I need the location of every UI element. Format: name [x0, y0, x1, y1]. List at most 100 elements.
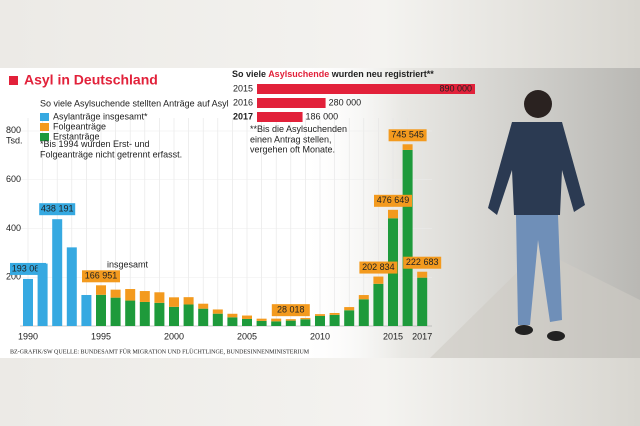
bar — [257, 112, 303, 122]
bar-segment — [373, 276, 384, 284]
total-label-box — [82, 270, 120, 283]
bar-segment — [271, 321, 282, 326]
x-tick-label: 1995 — [91, 331, 111, 341]
legend-swatch — [40, 133, 49, 141]
x-tick-label: 2010 — [310, 331, 330, 341]
bar-segment — [271, 318, 282, 322]
total-label-box — [271, 304, 310, 317]
bar-segment — [344, 310, 355, 326]
bar-segment — [139, 301, 150, 326]
y-tick-label: 200 — [6, 272, 21, 282]
bar-category: 2015 — [233, 83, 253, 93]
bar-segment — [81, 294, 92, 326]
total-label: 166 951 — [85, 271, 118, 281]
bar — [257, 84, 475, 94]
bar-segment — [285, 320, 296, 326]
bar-segment — [96, 285, 106, 295]
bar-segment — [227, 317, 238, 326]
x-tick-label: 2000 — [164, 331, 184, 341]
bar-segment — [96, 294, 106, 326]
bar-segment — [212, 313, 223, 326]
bar-segment — [315, 314, 325, 316]
chart-title: So viele Asylsuchende wurden neu registr… — [232, 69, 434, 79]
legend-swatch — [40, 113, 49, 121]
blurred-background — [0, 0, 640, 68]
y-tick-label: 800 Tsd. — [6, 125, 23, 145]
bar-segment — [329, 312, 340, 315]
legend-swatch — [40, 123, 49, 131]
title-part: Asylsuchende — [268, 69, 329, 79]
bar-segment — [198, 308, 209, 326]
value-label: 890 000 — [439, 83, 472, 93]
bar-segment — [242, 315, 252, 319]
bar-segment — [110, 297, 121, 326]
total-label-box — [388, 129, 427, 142]
bar-category: 2017 — [233, 111, 253, 121]
bar-segment — [154, 292, 165, 303]
bar-segment — [358, 295, 369, 300]
total-label: 222 683 — [406, 257, 439, 267]
bar-segment — [300, 317, 311, 320]
total-label-box — [359, 261, 398, 274]
bar-segment — [242, 318, 252, 326]
legend-label: Folgeanträge — [53, 121, 106, 131]
total-label: 745 545 — [391, 130, 424, 140]
source: BZ-GRAFIK/SW QUELLE: BUNDESAMT FÜR MIGRA… — [10, 348, 310, 355]
bar-segment — [344, 307, 355, 311]
bar-segment — [66, 247, 77, 326]
x-tick-label: 1990 — [18, 331, 38, 341]
value-label: 438 191 — [41, 204, 74, 214]
annotation: insgesamt — [107, 259, 149, 269]
person — [488, 90, 585, 341]
bar-segment — [183, 304, 194, 326]
bar-segment — [110, 289, 121, 298]
value-label-box — [10, 262, 46, 275]
value-label: 280 000 — [329, 97, 362, 107]
bar-segment — [417, 277, 428, 326]
bar-segment — [169, 306, 179, 326]
y-tick-label: 400 — [6, 223, 21, 233]
x-tick-label: 2015 — [383, 331, 403, 341]
bar-segment — [256, 318, 267, 321]
x-tick-label: 2005 — [237, 331, 257, 341]
x-tick-label: 2017 — [412, 331, 432, 341]
y-tick-label: 600 — [6, 174, 21, 184]
bar — [257, 98, 326, 108]
header-marker — [9, 76, 18, 85]
blurred-background — [0, 358, 640, 426]
title-part: So viele — [232, 69, 268, 79]
title-part: wurden neu registriert** — [329, 69, 434, 79]
corridor-floor — [430, 250, 640, 358]
footnote: **Bis die Asylsuchenden einen Antrag stel… — [250, 124, 347, 155]
bar-segment — [417, 271, 428, 278]
bar-category: 2016 — [233, 97, 253, 107]
total-label-box — [374, 194, 412, 207]
bar-segment — [37, 263, 48, 326]
bar-segment — [52, 219, 63, 326]
footnote: *Bis 1994 wurden Erst- und Folgeanträge n… — [40, 139, 182, 159]
bar-segment — [358, 299, 369, 326]
bar-segment — [373, 283, 384, 326]
chart-subtitle: So viele Asylsuchende stellten Anträge a… — [40, 98, 229, 108]
bar-segment — [227, 313, 238, 318]
legend-label: Asylanträge insgesamt* — [53, 111, 148, 121]
bar-segment — [212, 309, 223, 314]
bar-segment — [169, 297, 179, 307]
bar-segment — [402, 149, 413, 326]
total-label: 202 834 — [362, 262, 395, 272]
bar-segment — [125, 289, 136, 301]
total-label-box — [403, 256, 442, 269]
bar-segment — [300, 319, 311, 326]
header-title: Asyl in Deutschland — [24, 72, 158, 88]
value-label: 193 063 — [12, 263, 45, 273]
bar-segment — [198, 303, 209, 309]
legend-label: Erstanträge — [53, 131, 100, 141]
value-label-box — [39, 203, 76, 216]
value-label: 186 000 — [306, 111, 339, 121]
bar-segment — [23, 278, 33, 326]
bar-segment — [139, 291, 150, 302]
bar-segment — [329, 314, 340, 326]
bar-segment — [285, 319, 296, 321]
bar-segment — [315, 315, 325, 326]
